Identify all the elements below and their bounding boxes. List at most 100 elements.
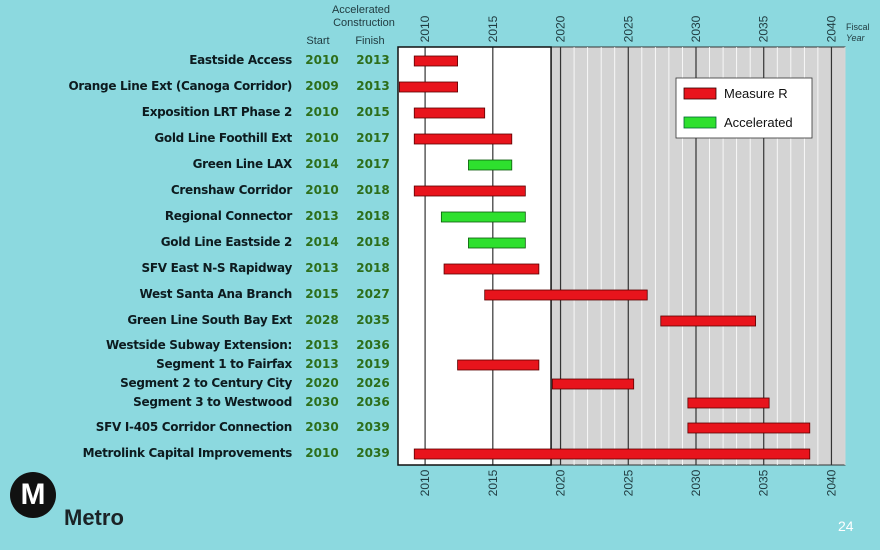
- start-year: 2015: [305, 287, 339, 301]
- measure-r-bar: [413, 185, 526, 197]
- measure-r-bar: [413, 448, 811, 460]
- start-year: 2028: [305, 313, 339, 327]
- legend: Measure R Accelerated: [675, 77, 813, 139]
- start-year: 2010: [305, 105, 339, 119]
- metro-brand-name: Metro: [64, 505, 124, 530]
- top-tick-label: 2030: [689, 15, 703, 42]
- finish-year: 2018: [356, 261, 390, 275]
- start-year: 2013: [305, 261, 339, 275]
- project-name: Green Line LAX: [192, 157, 293, 171]
- project-name: Eastside Access: [189, 53, 292, 67]
- finish-year: 2039: [356, 420, 390, 434]
- accelerated-bar: [468, 237, 526, 249]
- legend-label-accelerated: Accelerated: [724, 115, 793, 130]
- finish-column-header: Finish: [355, 35, 385, 47]
- plot-area-shaded: [397, 46, 846, 466]
- project-name: Gold Line Foothill Ext: [154, 131, 292, 145]
- top-tick-label: 2020: [554, 15, 568, 42]
- accelerated-bar: [440, 211, 526, 223]
- finish-year: 2026: [356, 376, 390, 390]
- highlight-window-border: [397, 46, 552, 466]
- measure-r-bar: [552, 378, 635, 390]
- legend-box: [675, 77, 813, 139]
- measure-r-bar: [660, 315, 756, 327]
- project-name: SFV East N-S Rapidway: [141, 261, 293, 275]
- legend-swatch-accelerated: [683, 116, 717, 129]
- axis-ticks: 2010 2010 2015 2015 2020 2020 2025 2025 2030 2030…: [418, 15, 838, 496]
- project-name: Crenshaw Corridor: [170, 183, 292, 197]
- fiscal-line1: Fiscal: [846, 22, 870, 32]
- bottom-tick-label: 2025: [621, 469, 635, 496]
- start-year: 2010: [305, 446, 339, 460]
- finish-year: 2036: [356, 395, 390, 409]
- page-number: 24: [838, 518, 854, 534]
- start-year: 2030: [305, 420, 339, 434]
- bottom-tick-label: 2010: [418, 469, 432, 496]
- fiscal-year-label: Fiscal Year: [846, 22, 880, 44]
- finish-year: 2019: [356, 357, 390, 371]
- fiscal-line2: Year: [846, 33, 865, 43]
- finish-year: 2015: [356, 105, 390, 119]
- grid-lines: [397, 47, 846, 465]
- accelerated-line1: Accelerated: [331, 4, 391, 16]
- top-tick-label: 2035: [757, 15, 771, 42]
- finish-year: 2017: [356, 157, 390, 171]
- measure-r-bar: [413, 107, 486, 119]
- finish-year: 2013: [356, 53, 390, 67]
- start-year: 2010: [305, 131, 339, 145]
- start-year: 2009: [305, 79, 339, 93]
- start-year: 2010: [305, 183, 339, 197]
- top-tick-label: 2040: [824, 15, 838, 42]
- project-name: Segment 3 to Westwood: [133, 395, 292, 409]
- finish-year: 2036: [356, 338, 390, 352]
- bottom-tick-label: 2015: [486, 469, 500, 496]
- bottom-tick-label: 2020: [554, 469, 568, 496]
- legend-swatch-measure-r: [683, 87, 717, 100]
- project-name: West Santa Ana Branch: [139, 287, 293, 301]
- measure-r-bar: [687, 422, 811, 434]
- measure-r-bar: [413, 55, 459, 67]
- accelerated-line2: Construction: [333, 17, 395, 29]
- project-name: Segment 1 to Fairfax: [156, 357, 292, 371]
- finish-year: 2027: [356, 287, 390, 301]
- start-year: 2020: [305, 376, 339, 390]
- project-name: Regional Connector: [164, 209, 292, 223]
- project-name: Metrolink Capital Improvements: [82, 446, 293, 460]
- bars: [398, 55, 811, 460]
- finish-year: 2039: [356, 446, 390, 460]
- start-year: 2030: [305, 395, 339, 409]
- legend-label-measure-r: Measure R: [724, 86, 788, 101]
- start-year: 2013: [305, 209, 339, 223]
- measure-r-bar: [484, 289, 648, 301]
- measure-r-bar: [443, 263, 540, 275]
- highlight-window: [398, 47, 552, 465]
- top-tick-label: 2015: [486, 15, 500, 42]
- project-name: Green Line South Bay Ext: [127, 313, 292, 327]
- top-tick-label: 2010: [418, 15, 432, 42]
- project-name: Orange Line Ext (Canoga Corridor): [68, 79, 292, 93]
- start-year: 2014: [305, 235, 339, 249]
- bottom-tick-label: 2040: [824, 469, 838, 496]
- bottom-tick-label: 2030: [689, 469, 703, 496]
- start-year: 2013: [305, 338, 339, 352]
- measure-r-bar: [398, 81, 459, 93]
- project-name: SFV I-405 Corridor Connection: [95, 420, 293, 434]
- start-year: 2010: [305, 53, 339, 67]
- start-column-header: Start: [306, 35, 330, 47]
- start-year: 2013: [305, 357, 339, 371]
- finish-year: 2018: [356, 183, 390, 197]
- accelerated-bar: [468, 159, 513, 171]
- project-name: Gold Line Eastside 2: [160, 235, 293, 249]
- finish-year: 2035: [356, 313, 390, 327]
- project-name: Westside Subway Extension:: [106, 338, 292, 352]
- finish-year: 2013: [356, 79, 390, 93]
- finish-year: 2018: [356, 235, 390, 249]
- measure-r-bar: [687, 397, 770, 409]
- finish-year: 2018: [356, 209, 390, 223]
- accelerated-construction-header: Accelerated Construction: [296, 4, 396, 30]
- start-year: 2014: [305, 157, 339, 171]
- bottom-tick-label: 2035: [757, 469, 771, 496]
- finish-year: 2017: [356, 131, 390, 145]
- project-name: Exposition LRT Phase 2: [141, 105, 293, 119]
- metro-logo-icon: [10, 472, 56, 518]
